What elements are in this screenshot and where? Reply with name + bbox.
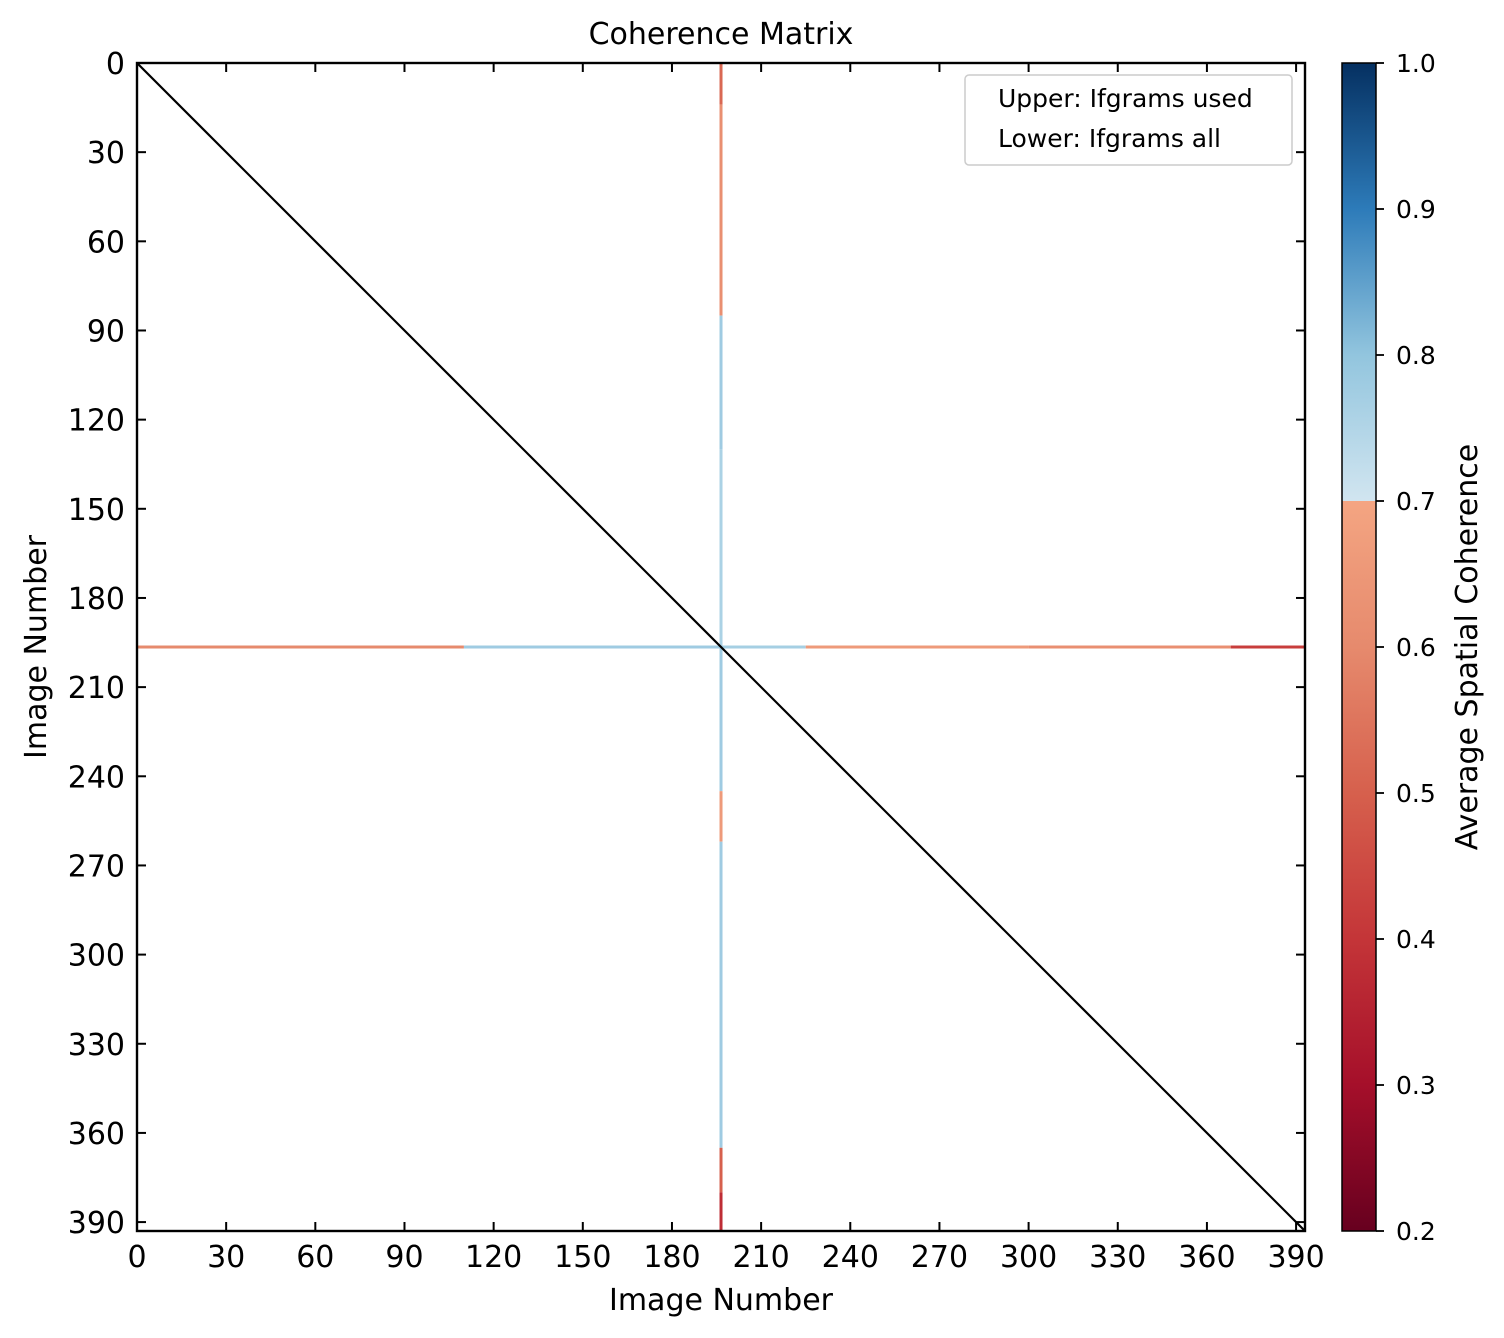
y-tick-label-90: 90 bbox=[87, 314, 125, 349]
x-tick-label-120: 120 bbox=[465, 1240, 522, 1275]
plot-frame bbox=[135, 61, 1307, 1233]
colorbar-ticks: 0.2 0.3 0.4 0.5 0.6 0.7 0.8 0.9 1.0 bbox=[1376, 49, 1436, 1246]
x-tick-label-180: 180 bbox=[643, 1240, 700, 1275]
y-tick-label-240: 240 bbox=[68, 760, 125, 795]
colorbar-label: Average Spatial Coherence bbox=[1450, 444, 1485, 850]
col-196-segment-1 bbox=[719, 104, 723, 316]
y-tick-label-390: 390 bbox=[68, 1206, 125, 1241]
y-axis-label: Image Number bbox=[19, 534, 54, 759]
row-196-segment-2 bbox=[719, 645, 806, 649]
col-196-segment-4 bbox=[719, 645, 723, 792]
row-196-segment-1 bbox=[463, 645, 720, 649]
y-tick-label-180: 180 bbox=[68, 582, 125, 617]
x-tick-label-390: 390 bbox=[1267, 1240, 1324, 1275]
y-tick-label-30: 30 bbox=[87, 136, 125, 171]
col-196-segment-5 bbox=[719, 791, 723, 842]
x-tick-label-270: 270 bbox=[911, 1240, 968, 1275]
x-axis-ticks: 0 30 60 90 120 150 180 210 240 270 300 330 360 390 bbox=[127, 63, 1325, 1275]
colorbar-tick-label-0.6: 0.6 bbox=[1396, 633, 1436, 662]
row-196-segment-0 bbox=[137, 645, 464, 649]
x-tick-label-300: 300 bbox=[1000, 1240, 1057, 1275]
y-tick-label-270: 270 bbox=[68, 849, 125, 884]
col-196-segment-7 bbox=[719, 1147, 723, 1193]
x-tick-label-90: 90 bbox=[385, 1240, 423, 1275]
col-196-segment-2 bbox=[719, 315, 723, 450]
row-196-segment-3 bbox=[805, 645, 1029, 649]
colorbar-tick-label-0.4: 0.4 bbox=[1396, 925, 1436, 954]
y-tick-label-330: 330 bbox=[68, 1028, 125, 1063]
x-tick-label-60: 60 bbox=[296, 1240, 334, 1275]
x-tick-label-210: 210 bbox=[732, 1240, 789, 1275]
y-tick-label-150: 150 bbox=[68, 493, 125, 528]
colorbar-tick-label-0.3: 0.3 bbox=[1396, 1071, 1436, 1100]
colorbar-tick-label-0.7: 0.7 bbox=[1396, 487, 1436, 516]
y-axis-ticks: 0 30 60 90 120 150 180 210 240 270 300 330 360 390 bbox=[68, 47, 1305, 1241]
row-196-segment-4 bbox=[1028, 645, 1231, 649]
chart-title: Coherence Matrix bbox=[589, 17, 854, 52]
x-tick-label-240: 240 bbox=[822, 1240, 879, 1275]
legend-entry-upper: Upper: Ifgrams used bbox=[998, 84, 1253, 113]
colorbar-tick-label-0.8: 0.8 bbox=[1396, 341, 1436, 370]
colorbar-tick-label-0.5: 0.5 bbox=[1396, 779, 1436, 808]
col-196-segment-0 bbox=[719, 63, 723, 105]
y-tick-label-120: 120 bbox=[68, 404, 125, 439]
x-axis-label: Image Number bbox=[609, 1283, 834, 1318]
x-tick-label-30: 30 bbox=[207, 1240, 245, 1275]
legend-entry-lower: Lower: Ifgrams all bbox=[998, 124, 1221, 153]
x-tick-label-0: 0 bbox=[127, 1240, 146, 1275]
x-tick-label-330: 330 bbox=[1089, 1240, 1146, 1275]
colorbar-tick-label-1: 1.0 bbox=[1396, 49, 1436, 78]
x-tick-label-150: 150 bbox=[554, 1240, 611, 1275]
colorbar-tick-label-0.9: 0.9 bbox=[1396, 195, 1436, 224]
diagonal-line bbox=[136, 62, 1306, 1232]
colorbar-tick-label-0.2: 0.2 bbox=[1396, 1217, 1436, 1246]
y-tick-label-360: 360 bbox=[68, 1117, 125, 1152]
y-tick-label-0: 0 bbox=[106, 47, 125, 82]
x-tick-label-360: 360 bbox=[1178, 1240, 1235, 1275]
legend-box bbox=[964, 74, 1293, 166]
col-196-segment-6 bbox=[719, 841, 723, 1148]
heatmap-marks bbox=[136, 62, 1306, 1232]
y-tick-label-60: 60 bbox=[87, 225, 125, 260]
y-tick-label-300: 300 bbox=[68, 939, 125, 974]
row-196-segment-5 bbox=[1230, 645, 1305, 649]
col-196-segment-8 bbox=[719, 1192, 723, 1231]
colorbar bbox=[1342, 63, 1376, 1231]
col-196-segment-3 bbox=[719, 449, 723, 646]
legend: Upper: Ifgrams used Lower: Ifgrams all bbox=[964, 74, 1293, 166]
y-tick-label-210: 210 bbox=[68, 671, 125, 706]
